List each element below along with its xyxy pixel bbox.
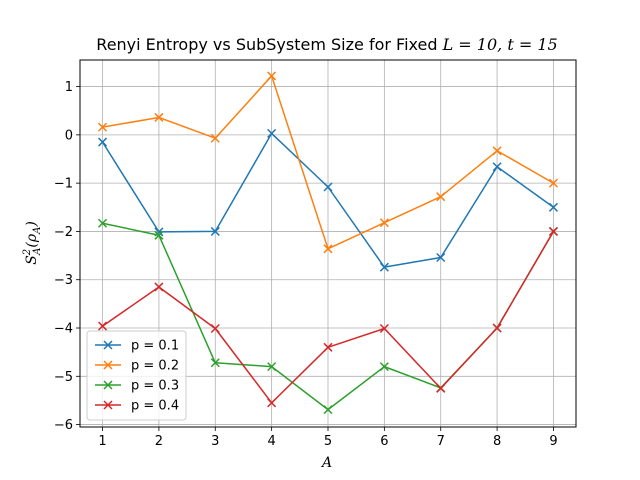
- data-point-marker: [210, 226, 220, 236]
- data-point-marker: [98, 321, 108, 331]
- data-point-marker: [323, 182, 333, 192]
- x-tick-label: 9: [549, 434, 557, 449]
- y-axis-label-close: ): [24, 221, 40, 227]
- legend-label: p = 0.4: [131, 399, 179, 414]
- chart-title-math: L = 10, t = 15: [442, 35, 558, 54]
- data-point-marker: [323, 244, 333, 254]
- x-tick-label: 2: [155, 434, 163, 449]
- y-axis-label: S2A(ρA): [22, 221, 43, 265]
- data-point-marker: [154, 282, 164, 292]
- y-tick-label: −4: [54, 322, 73, 337]
- data-point-marker: [210, 323, 220, 334]
- data-point-marker: [267, 398, 277, 408]
- series-1: [98, 128, 558, 272]
- data-point-marker: [267, 362, 277, 372]
- y-tick-label: −2: [54, 225, 73, 240]
- data-point-marker: [98, 137, 108, 147]
- legend-swatch-marker: [103, 380, 113, 390]
- x-tick-label: 4: [267, 434, 275, 449]
- data-point-marker: [379, 323, 389, 334]
- x-axis-ticks: 1 2 3 4 5 6 7 8 9: [98, 427, 558, 449]
- data-point-marker: [548, 202, 558, 212]
- legend-box: [86, 330, 187, 421]
- data-point-marker: [548, 178, 558, 188]
- data-point-marker: [154, 230, 164, 240]
- x-axis-label: A: [320, 455, 332, 471]
- data-point-marker: [436, 383, 446, 393]
- legend-label: p = 0.3: [131, 379, 179, 394]
- data-point-marker: [492, 162, 502, 172]
- data-point-marker: [323, 342, 333, 352]
- y-axis-label-argument-subscript: A: [32, 227, 43, 235]
- data-point-marker: [98, 122, 108, 132]
- data-point-marker: [210, 133, 220, 143]
- data-point-marker: [154, 112, 164, 122]
- data-point-marker: [492, 146, 502, 156]
- y-axis-label-subscript: A: [32, 248, 43, 256]
- x-tick-label: 1: [98, 434, 106, 449]
- data-point-marker: [436, 252, 446, 263]
- legend-item: p = 0.3: [95, 379, 179, 394]
- data-point-marker: [267, 71, 277, 81]
- y-tick-label: 1: [65, 80, 73, 95]
- grid-lines: [80, 60, 576, 427]
- x-tick-label: 6: [380, 434, 388, 449]
- data-point-marker: [379, 218, 389, 228]
- data-point-marker: [323, 405, 333, 415]
- legend-item: p = 0.1: [95, 339, 179, 354]
- legend-swatch-marker: [103, 340, 113, 350]
- y-tick-label: −5: [54, 370, 73, 385]
- legend-swatch-marker: [103, 360, 113, 370]
- x-tick-label: 7: [437, 434, 445, 449]
- x-tick-label: 5: [324, 434, 332, 449]
- chart-title-text: Renyi Entropy vs SubSystem Size for Fixe…: [96, 35, 442, 54]
- y-tick-label: 0: [65, 128, 73, 143]
- data-point-marker: [379, 362, 389, 372]
- legend-item: p = 0.4: [95, 399, 179, 414]
- chart-title: Renyi Entropy vs SubSystem Size for Fixe…: [96, 35, 557, 54]
- legend-label: p = 0.2: [131, 359, 179, 374]
- x-tick-label: 8: [493, 434, 501, 449]
- y-tick-label: −6: [54, 418, 73, 433]
- data-point-marker: [548, 226, 558, 236]
- series-2: [98, 71, 558, 254]
- legend-item: p = 0.2: [95, 359, 179, 374]
- data-point-marker: [492, 323, 502, 333]
- data-point-marker: [267, 128, 277, 138]
- series-layer: [98, 71, 558, 415]
- legend-swatch-marker: [103, 400, 113, 410]
- data-point-marker: [436, 192, 446, 202]
- legend: p = 0.1 p = 0.2 p = 0.3 p = 0.4: [86, 330, 187, 421]
- data-point-marker: [379, 262, 389, 272]
- data-point-marker: [98, 218, 108, 228]
- y-tick-label: −3: [54, 273, 73, 288]
- y-axis-label-superscript: 2: [22, 249, 33, 256]
- y-axis-ticks: 1 0 −1 −2 −3 −4 −5 −6: [54, 80, 80, 433]
- y-tick-label: −1: [54, 177, 73, 192]
- series-4: [98, 226, 558, 408]
- y-axis-label-argument: (ρ: [24, 233, 40, 247]
- legend-label: p = 0.1: [131, 339, 179, 354]
- x-tick-label: 3: [211, 434, 219, 449]
- data-point-marker: [210, 358, 220, 368]
